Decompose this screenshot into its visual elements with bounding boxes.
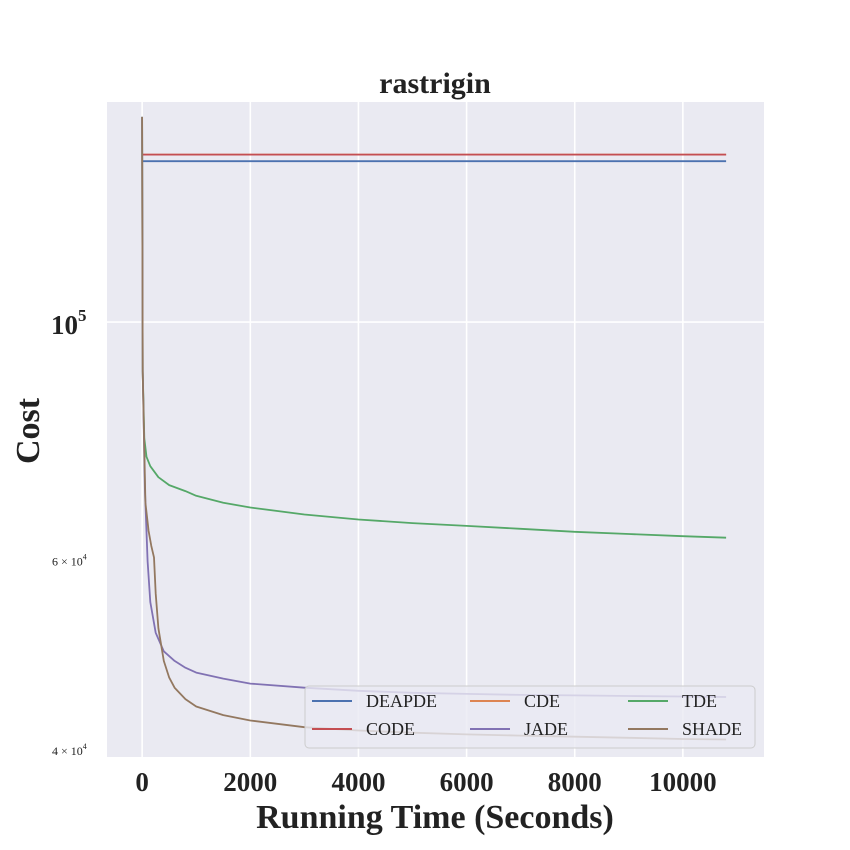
y-major-tick-label: 105: [51, 306, 87, 340]
legend-label-cde: CDE: [524, 691, 560, 711]
x-tick-label: 4000: [331, 767, 385, 797]
x-tick-label: 6000: [440, 767, 494, 797]
y-minor-tick-label: 6 × 104: [52, 552, 87, 568]
x-tick-labels: 0 2000 4000 6000 8000 10000: [135, 767, 716, 797]
y-minor-tick-label: 4 × 104: [52, 742, 87, 758]
x-tick-label: 10000: [649, 767, 717, 797]
series-line-tde: [141, 116, 727, 539]
x-tick-label: 2000: [223, 767, 277, 797]
x-tick-label: 8000: [548, 767, 602, 797]
legend-label-code: CODE: [366, 719, 415, 739]
grid-lines: [107, 102, 764, 757]
legend: DEAPDE CDE TDE CODE JADE SHADE: [304, 685, 756, 749]
legend-label-jade: JADE: [524, 719, 568, 739]
x-tick-label: 0: [135, 767, 149, 797]
y-axis-label: Cost: [10, 397, 47, 464]
x-axis-label: Running Time (Seconds): [256, 799, 614, 836]
legend-label-tde: TDE: [682, 691, 717, 711]
chart-title: rastrigin: [379, 67, 491, 100]
plot-background: [107, 102, 764, 757]
y-tick-labels: 105 6 × 104 4 × 104: [51, 306, 87, 758]
legend-label-shade: SHADE: [682, 719, 742, 739]
legend-label-deapde: DEAPDE: [366, 691, 437, 711]
